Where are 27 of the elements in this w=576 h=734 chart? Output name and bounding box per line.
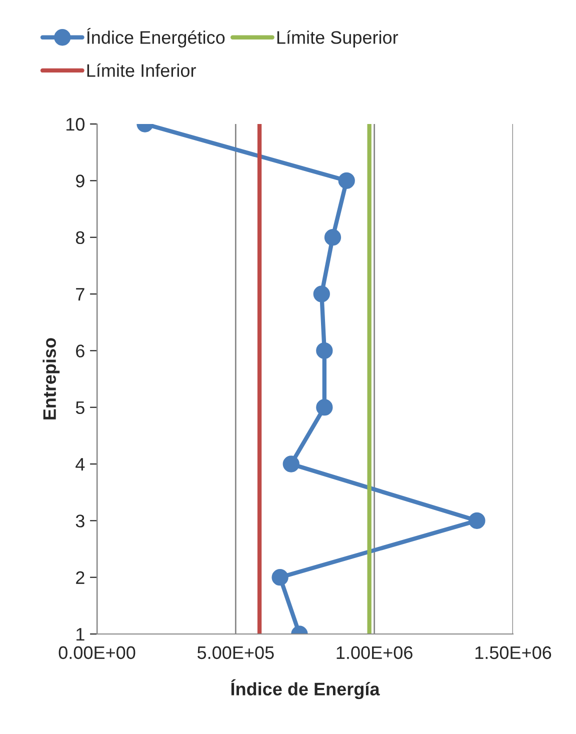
x-axis-title: Índice de Energía	[231, 679, 380, 700]
point	[313, 286, 330, 302]
y-tick-label: 9	[76, 174, 84, 188]
point	[282, 456, 300, 472]
y-tick-label: 2	[76, 571, 84, 584]
y-tick-label: 8	[76, 231, 84, 244]
y-tick-label: 10	[66, 118, 84, 131]
y-tick-label: 6	[76, 344, 84, 358]
y-tick-label: 7	[76, 288, 84, 301]
x-tick-label: 5.00E+05	[197, 646, 274, 660]
x-tick-label: 1.50E+06	[475, 646, 552, 660]
legend-label: Límite Inferior	[87, 63, 196, 77]
point	[316, 399, 333, 416]
y-tick-label: 4	[76, 458, 85, 471]
x-tick-label: 1.00E+06	[336, 646, 412, 660]
point	[324, 229, 342, 246]
point	[468, 512, 486, 529]
x-tick-label: 0.00E+00	[58, 646, 136, 660]
y-tick-label: 5	[76, 401, 84, 414]
point	[338, 172, 355, 189]
y-axis-title: Entrepiso	[42, 338, 60, 420]
y-tick-label: 1	[76, 628, 84, 641]
point	[316, 342, 333, 359]
point	[272, 569, 288, 586]
legend-label: Índice Energético	[87, 28, 225, 48]
legend-label: Límite Superior	[277, 30, 398, 48]
y-tick-label: 3	[76, 514, 84, 528]
